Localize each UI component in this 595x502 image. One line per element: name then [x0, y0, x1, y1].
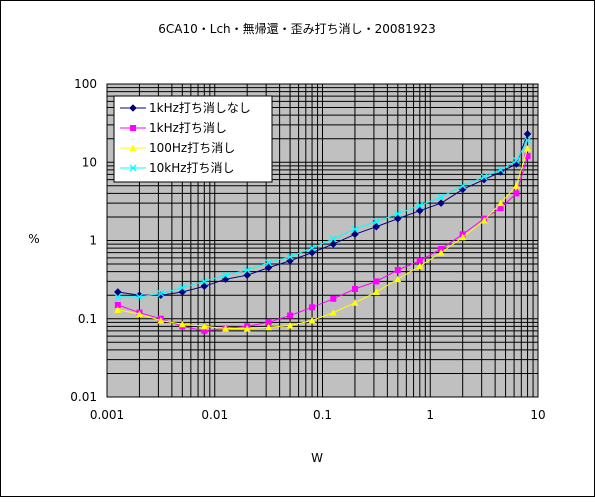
series-3-point: [157, 316, 165, 324]
series-2-point: [497, 205, 504, 212]
series-2-point: [287, 312, 294, 319]
x-tick-labels: 0.001 0.01 0.1 1 10: [90, 408, 546, 422]
legend-label: 100Hz打ち消し: [149, 141, 235, 155]
series-4-point: [308, 244, 316, 252]
y-tick-label: 0.01: [70, 390, 97, 404]
series-2-point: [524, 153, 531, 160]
series-4-point: [114, 293, 122, 301]
series-4-point: [351, 225, 359, 233]
series-1-point: [351, 230, 359, 239]
series-4-point: [329, 235, 337, 243]
series-2-point: [309, 304, 316, 311]
series-4-point: [437, 193, 445, 201]
series-4-point: [497, 166, 505, 174]
series-4-point: [394, 210, 402, 218]
series-3-point: [222, 325, 230, 332]
series-2-point: [351, 285, 358, 292]
series-layer: [113, 130, 532, 334]
series-4-point: [480, 173, 488, 181]
x-tick-label: 1: [426, 408, 434, 422]
series-4-point: [459, 182, 467, 190]
series-3-point: [114, 306, 122, 313]
series-3-point: [265, 323, 273, 331]
series-3-point: [524, 144, 532, 152]
series-4-point: [416, 202, 424, 209]
legend-label: 1kHz打ち消しなし: [149, 101, 251, 115]
y-axis-label: %: [28, 232, 39, 246]
series-1-point: [415, 206, 424, 215]
y-tick-label: 10: [82, 155, 97, 169]
series-4: [114, 136, 532, 301]
series-1-point: [523, 130, 532, 138]
y-tick-label: 100: [74, 77, 97, 91]
series-3-point: [351, 299, 359, 306]
legend-label: 10kHz打ち消し: [149, 161, 235, 175]
series-2-point: [265, 319, 272, 326]
series-1-point: [308, 248, 316, 257]
y-tick-label: 1: [89, 234, 97, 248]
series-4-point: [512, 157, 520, 165]
series-3-point: [200, 322, 208, 330]
x-tick-label: 10: [530, 408, 545, 422]
chart-title: 6CA10・Lch・無帰還・歪み打ち消し・20081923: [158, 21, 435, 36]
series-3-point: [286, 321, 294, 329]
series-4-point: [286, 253, 294, 261]
series-3-point: [497, 199, 505, 207]
legend-swatch-marker: [129, 104, 137, 112]
series-2-point: [373, 278, 380, 285]
legend-swatch-marker: [129, 144, 137, 151]
series-3-point: [178, 320, 186, 328]
legend-label: 1kHz打ち消し: [149, 121, 227, 135]
series-3-point: [329, 309, 337, 316]
series-4-point: [524, 136, 532, 144]
x-tick-label: 0.01: [201, 408, 228, 422]
series-3-point: [308, 316, 316, 324]
series-3-point: [459, 233, 467, 241]
series-3-point: [512, 182, 520, 189]
legend-swatch-marker: [129, 164, 137, 172]
plot-border: [106, 83, 539, 398]
series-3-point: [416, 262, 424, 270]
legend-swatch-marker: [130, 125, 136, 131]
series-4-point: [372, 218, 380, 225]
series-3-point: [437, 249, 445, 256]
series-4-point: [222, 271, 230, 279]
series-2-point: [513, 190, 520, 197]
series-1-point: [329, 240, 338, 248]
y-tick-labels: 0.01 0.1 1 10 100: [70, 77, 97, 404]
series-4-point: [265, 259, 273, 267]
series-1-point: [372, 222, 381, 231]
legend: 1kHz打ち消しなし 1kHz打ち消し 100Hz打ち消し 10kHz打ち消し: [113, 95, 273, 183]
x-axis-label: W: [311, 451, 323, 465]
series-1-point: [243, 271, 252, 280]
series-4-point: [135, 293, 143, 301]
y-tick-label: 0.1: [78, 312, 97, 326]
series-3: [114, 144, 532, 332]
series-3-point: [372, 288, 380, 295]
series-1-point: [393, 214, 402, 223]
series-3-point: [243, 325, 251, 332]
series-3-point: [135, 310, 143, 318]
series-2-point: [114, 301, 121, 308]
series-2-point: [438, 245, 445, 252]
series-1-point: [437, 199, 445, 208]
series-2-point: [416, 257, 423, 264]
series-4-point: [200, 277, 208, 285]
series-4-point: [157, 290, 165, 297]
series-4-point: [243, 266, 251, 274]
series-2-point: [330, 295, 337, 302]
series-1-point: [264, 263, 273, 272]
series-3-point: [394, 275, 402, 283]
series-1-point: [200, 282, 209, 291]
series-4-point: [178, 284, 186, 292]
series-1-point: [113, 288, 122, 296]
series-2-point: [201, 327, 208, 334]
series-2-point: [394, 266, 401, 273]
series-3-point: [480, 217, 488, 224]
x-tick-label: 0.1: [313, 408, 332, 422]
x-tick-label: 0.001: [90, 408, 124, 422]
